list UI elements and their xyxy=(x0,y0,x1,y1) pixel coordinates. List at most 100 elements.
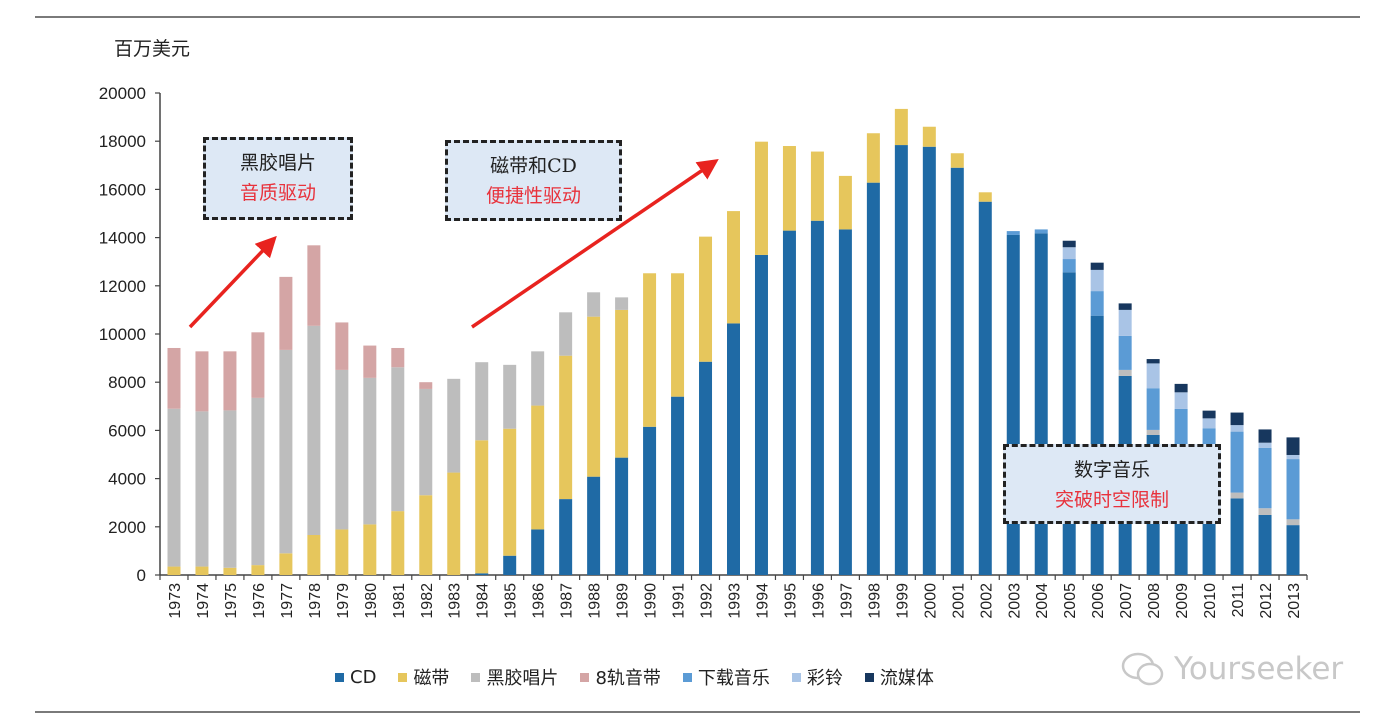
top-rule xyxy=(35,16,1360,18)
bar-segment-1989 xyxy=(615,457,629,575)
legend-swatch xyxy=(864,672,874,682)
bar-segment-2005 xyxy=(1062,259,1076,273)
legend-item: 流媒体 xyxy=(864,664,934,690)
bar-segment-1978 xyxy=(307,534,321,575)
bar-segment-2008 xyxy=(1146,429,1160,435)
x-tick-label: 2001 xyxy=(950,583,967,619)
x-tick-label: 1999 xyxy=(894,583,911,619)
bar-segment-2010 xyxy=(1202,418,1216,429)
bar-segment-1984 xyxy=(475,362,489,441)
x-tick-label: 2010 xyxy=(1202,583,1219,619)
x-tick-label: 1980 xyxy=(363,583,380,619)
bar-segment-1982 xyxy=(419,382,433,389)
legend-label: 磁带 xyxy=(413,668,450,689)
bar-segment-2013 xyxy=(1286,454,1300,460)
x-tick-label: 1989 xyxy=(615,583,632,619)
x-tick-label: 1992 xyxy=(699,583,716,619)
x-tick-label: 1995 xyxy=(782,583,799,619)
legend-item: 磁带 xyxy=(398,664,449,690)
x-tick-label: 1988 xyxy=(587,583,604,619)
bar-segment-1975 xyxy=(223,567,237,575)
bottom-rule xyxy=(35,711,1360,713)
legend-swatch xyxy=(471,672,481,682)
bar-segment-1978 xyxy=(307,245,321,326)
y-tick-label: 8000 xyxy=(108,373,146,392)
bar-segment-2010 xyxy=(1202,410,1216,419)
bar-segment-1980 xyxy=(363,377,377,525)
bar-segment-1978 xyxy=(307,325,321,535)
bar-segment-2012 xyxy=(1258,447,1272,509)
watermark-text: Yourseeker xyxy=(1174,651,1344,687)
x-tick-label: 1990 xyxy=(643,583,660,619)
bar-segment-1995 xyxy=(782,230,796,575)
y-tick-label: 0 xyxy=(137,566,146,585)
bar-segment-1992 xyxy=(699,236,713,362)
bar-segment-1980 xyxy=(363,345,377,378)
bar-segment-1979 xyxy=(335,322,349,370)
legend-label: 流媒体 xyxy=(879,668,934,689)
bar-segment-1982 xyxy=(419,495,433,575)
bar-segment-1994 xyxy=(754,254,768,575)
bar-segment-1997 xyxy=(838,175,852,230)
bar-segment-2012 xyxy=(1258,429,1272,443)
x-tick-label: 1991 xyxy=(671,583,688,619)
bar-segment-2012 xyxy=(1258,514,1272,575)
bar-segment-1995 xyxy=(782,146,796,231)
y-tick-label: 20000 xyxy=(99,84,146,103)
x-tick-label: 1976 xyxy=(251,583,268,619)
bar-segment-1979 xyxy=(335,369,349,530)
annotation-vinyl-subtitle: 音质驱动 xyxy=(239,182,316,204)
bar-segment-1988 xyxy=(587,316,601,477)
bar-segment-1999 xyxy=(894,145,908,575)
x-tick-label: 2005 xyxy=(1062,583,1079,619)
bar-segment-1983 xyxy=(447,378,461,473)
x-tick-label: 2003 xyxy=(1006,583,1023,619)
bar-segment-2000 xyxy=(922,126,936,147)
x-tick-label: 1997 xyxy=(838,583,855,619)
wechat-icon xyxy=(1121,652,1164,686)
x-tick-label: 1973 xyxy=(167,583,184,619)
bar-segment-1988 xyxy=(587,292,601,317)
bar-segment-1983 xyxy=(447,472,461,575)
legend-label: 下载音乐 xyxy=(697,668,770,689)
legend-item: 彩铃 xyxy=(791,664,843,690)
x-tick-label: 2009 xyxy=(1174,583,1191,619)
bar-segment-1991 xyxy=(671,273,685,397)
bar-segment-1984 xyxy=(475,573,489,575)
bar-segment-2001 xyxy=(950,167,964,575)
legend-item: 下载音乐 xyxy=(682,664,770,690)
bar-segment-2012 xyxy=(1258,442,1272,448)
bar-segment-2006 xyxy=(1090,291,1104,316)
bar-segment-1981 xyxy=(391,511,405,575)
bar-segment-2007 xyxy=(1118,309,1132,336)
y-tick-label: 2000 xyxy=(108,518,146,537)
bar-segment-1973 xyxy=(167,347,181,409)
bar-segment-1986 xyxy=(531,405,545,530)
x-tick-label: 1978 xyxy=(307,583,324,619)
legend-swatch xyxy=(791,672,801,682)
x-tick-label: 1985 xyxy=(503,583,520,619)
bar-segment-1984 xyxy=(475,440,489,574)
bar-segment-2008 xyxy=(1146,388,1160,430)
x-tick-label: 1981 xyxy=(391,583,408,619)
bar-segment-2005 xyxy=(1062,272,1076,575)
bar-segment-1987 xyxy=(559,499,573,575)
arrow-icon xyxy=(188,235,277,329)
bar-segment-1979 xyxy=(335,529,349,575)
bar-segment-1996 xyxy=(810,151,824,221)
bar-segment-1991 xyxy=(671,396,685,575)
bar-segment-2007 xyxy=(1118,303,1132,310)
bar-segment-1994 xyxy=(754,141,768,255)
bar-segment-1973 xyxy=(167,408,181,567)
bar-segment-2013 xyxy=(1286,519,1300,526)
bar-segment-2006 xyxy=(1090,262,1104,270)
x-tick-label: 2004 xyxy=(1034,583,1051,619)
bar-segment-2003 xyxy=(1006,231,1020,235)
legend-label: CD xyxy=(350,666,377,688)
bar-segment-2013 xyxy=(1286,459,1300,520)
x-tick-label: 1994 xyxy=(754,583,771,619)
x-tick-label: 1974 xyxy=(195,583,212,619)
annotation-tape-cd: 磁带和CD 便捷性驱动 xyxy=(445,140,622,221)
bar-segment-2002 xyxy=(978,192,992,202)
x-tick-label: 1984 xyxy=(475,583,492,619)
